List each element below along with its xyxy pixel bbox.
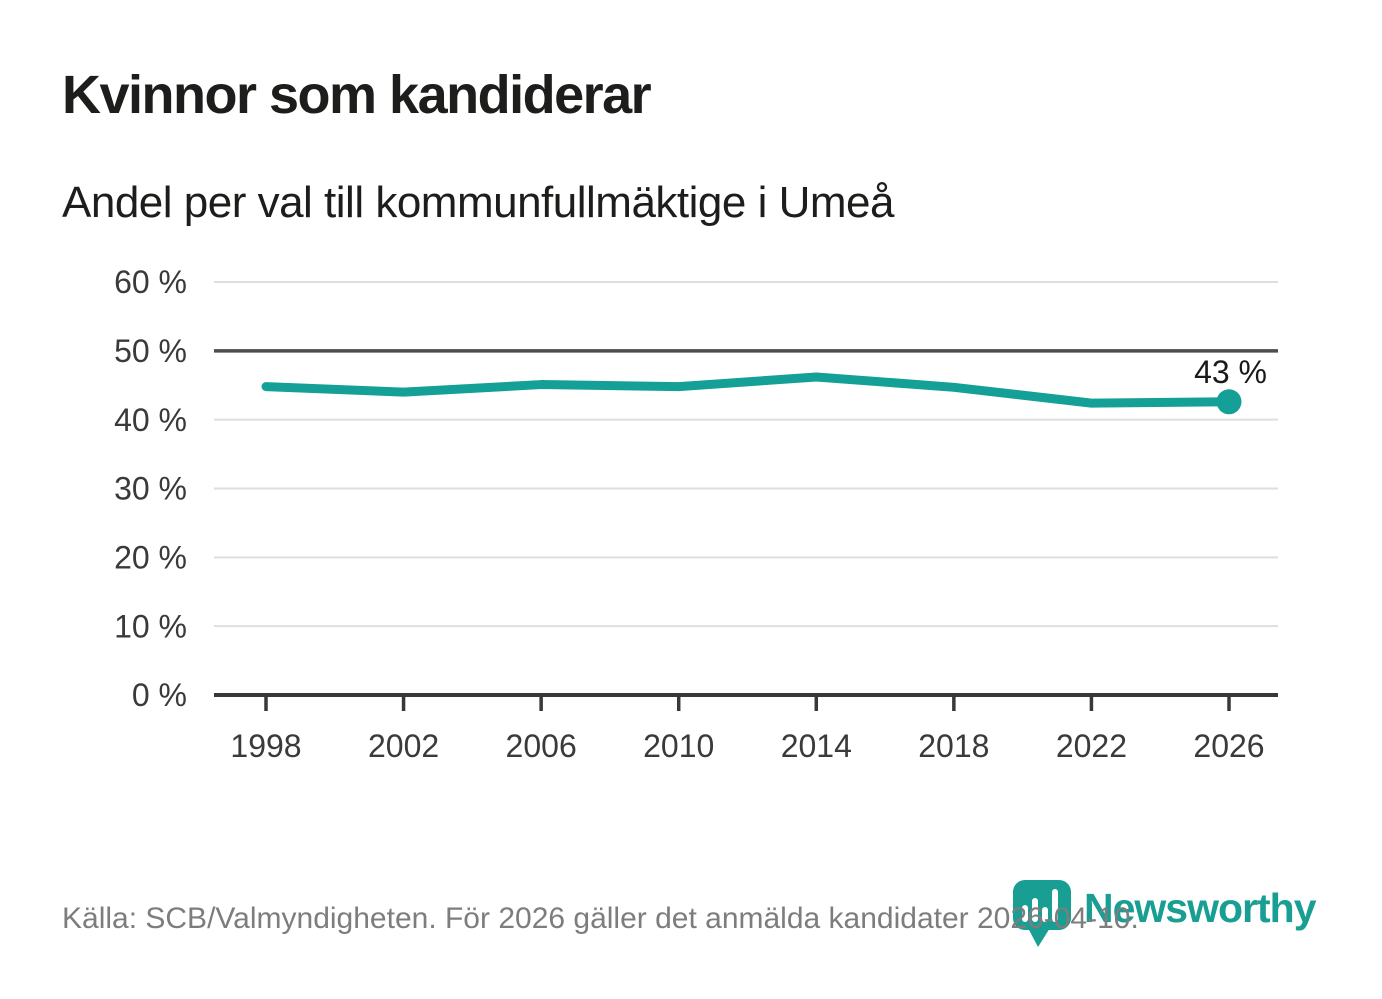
source-note: Källa: SCB/Valmyndigheten. För 2026 gäll… — [62, 902, 1139, 935]
y-axis-labels: 0 % 10 % 20 % 30 % 40 % 50 % 60 % — [114, 264, 187, 713]
x-tick-label: 2002 — [368, 728, 439, 764]
chart-subtitle: Andel per val till kommunfullmäktige i U… — [62, 178, 894, 227]
trend-line — [261, 372, 1234, 408]
page-title: Kvinnor som kandiderar — [62, 65, 652, 125]
end-point-label: 43 % — [1194, 354, 1267, 390]
x-tick-label: 1998 — [230, 728, 301, 764]
x-axis — [214, 693, 1278, 711]
x-tick-label: 2018 — [918, 728, 989, 764]
x-tick-label: 2026 — [1193, 728, 1264, 764]
x-axis-labels: 1998 2002 2006 2010 2014 2018 2022 2026 — [230, 728, 1264, 764]
y-tick-label: 60 % — [114, 264, 187, 300]
x-tick-label: 2022 — [1056, 728, 1127, 764]
y-tick-label: 10 % — [114, 608, 187, 644]
y-tick-label: 0 % — [132, 677, 187, 713]
y-tick-label: 50 % — [114, 333, 187, 369]
newsworthy-logo: Newsworthy — [1012, 879, 1316, 949]
x-tick-label: 2010 — [643, 728, 714, 764]
speech-bubble-bar-chart-icon — [1013, 880, 1071, 947]
y-tick-label: 20 % — [114, 540, 187, 576]
end-point-marker — [1216, 389, 1242, 415]
gridlines — [214, 281, 1278, 628]
x-tick-label: 2006 — [506, 728, 577, 764]
y-tick-label: 40 % — [114, 402, 187, 438]
x-tick-label: 2014 — [781, 728, 852, 764]
brand-name: Newsworthy — [1084, 885, 1316, 931]
y-tick-label: 30 % — [114, 471, 187, 507]
